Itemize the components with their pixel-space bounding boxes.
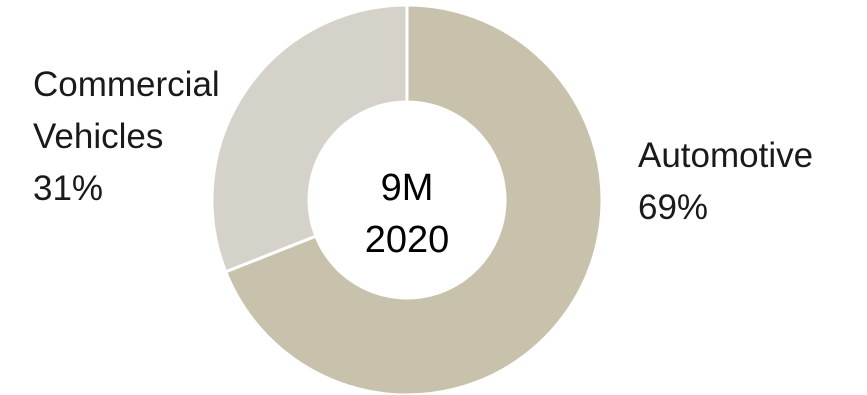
donut-slice-1 <box>210 3 409 274</box>
slice-label-commercial-line-2: Vehicles <box>33 117 163 156</box>
donut-slice-0 <box>223 3 604 395</box>
slice-value-automotive: 69% <box>638 188 708 227</box>
slice-label-commercial-line-1: Commercial <box>33 65 220 104</box>
slice-value-commercial: 31% <box>33 169 103 208</box>
center-label-line-1: 9M <box>381 167 434 209</box>
donut-slices <box>210 3 604 395</box>
slice-label-automotive: Automotive <box>638 136 813 175</box>
center-label-line-2: 2020 <box>365 219 450 261</box>
